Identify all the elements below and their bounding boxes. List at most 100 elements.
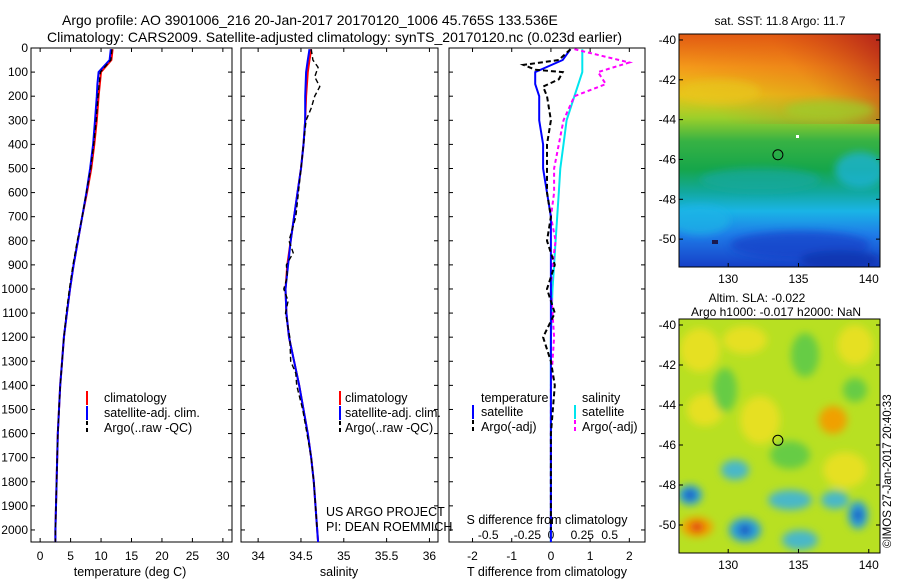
differences-xtick-label: 2 xyxy=(626,549,633,563)
temperature-xtick-label: 25 xyxy=(186,549,200,563)
difference-legend-temperature-title: temperature xyxy=(481,391,548,405)
temperature-ytick-label: 1100 xyxy=(2,306,28,320)
difference-x2label: S difference from climatology xyxy=(467,513,629,527)
temperature-ytick-label: 900 xyxy=(8,258,28,272)
temperature-ytick-label: 1000 xyxy=(1,282,28,296)
difference-legend: temperature salinity satellite Argo(-adj… xyxy=(472,391,638,434)
difference-legend-t-argo: Argo(-adj) xyxy=(481,420,537,434)
difference-x2tick-label: -0.25 xyxy=(514,528,542,542)
salinity-xtick-label: 34.5 xyxy=(289,549,313,563)
temperature-axis-group: 0100200300400500600700800900100011001200… xyxy=(1,41,232,563)
sst-map-ytick-label: -40 xyxy=(659,33,677,47)
sla-map-frame xyxy=(678,318,881,554)
temperature-ytick-label: 1900 xyxy=(1,499,28,513)
sla-map-ytick-label: -48 xyxy=(659,478,677,492)
temperature-xtick-label: 20 xyxy=(155,549,169,563)
salinity-xtick-label: 35.5 xyxy=(375,549,399,563)
difference-legend-s-satellite: satellite xyxy=(582,405,624,419)
temperature-ytick-label: 600 xyxy=(8,186,28,200)
sst-map-xtick-label: 130 xyxy=(718,272,738,286)
sst-map-xtick-label: 140 xyxy=(859,272,879,286)
sla-map-axes: -40 -42 -44 -46 -48 -50 130 135 140 xyxy=(659,318,880,572)
temperature-ytick-label: 1800 xyxy=(1,475,28,489)
temperature-series-argo-raw-qc- xyxy=(54,49,113,542)
temperature-xtick-label: 30 xyxy=(216,549,230,563)
temperature-ytick-label: 1200 xyxy=(1,330,28,344)
sla-profile-marker xyxy=(772,434,784,446)
differences-xtick-label: 1 xyxy=(587,549,594,563)
salinity-legend-argo: Argo(..raw -QC) xyxy=(345,421,433,435)
temperature-ytick-label: 300 xyxy=(8,113,28,127)
difference-legend-salinity-title: salinity xyxy=(582,391,621,405)
sla-map-xtick-label: 135 xyxy=(788,558,808,572)
difference-x2tick-label: 0.25 xyxy=(571,528,595,542)
temperature-legend: climatology satellite-adj. clim. Argo(..… xyxy=(86,391,200,435)
temperature-legend-satellite: satellite-adj. clim. xyxy=(104,406,200,420)
salinity-legend: climatology satellite-adj. clim. Argo(..… xyxy=(326,391,452,534)
salinity-axes xyxy=(240,47,439,543)
sst-map-frame xyxy=(678,33,881,268)
difference-legend-t-satellite: satellite xyxy=(481,405,523,419)
difference-axes xyxy=(448,47,646,543)
sla-map-xtick-label: 130 xyxy=(718,558,738,572)
temperature-ytick-label: 1500 xyxy=(1,402,28,416)
sst-profile-marker xyxy=(772,149,784,161)
profile-series xyxy=(54,48,634,543)
temperature-ytick-label: 1600 xyxy=(1,427,28,441)
temperature-ytick-label: 700 xyxy=(8,210,28,224)
sla-map-xtick-label: 140 xyxy=(859,558,879,572)
credit-text: ©IMOS 27-Jan-2017 20:40:33 xyxy=(882,394,894,548)
temperature-ytick-label: 400 xyxy=(8,137,28,151)
salinity-legend-satellite: satellite-adj. clim. xyxy=(345,406,441,420)
sst-map xyxy=(679,34,880,267)
temperature-legend-argo: Argo(..raw -QC) xyxy=(104,421,192,435)
salinity-legend-climatology: climatology xyxy=(345,391,408,405)
sla-map-ytick-label: -44 xyxy=(659,398,677,412)
temperature-xlabel: temperature (deg C) xyxy=(74,565,187,579)
project-annotation-line1: US ARGO PROJECT xyxy=(326,505,445,519)
sla-map-subtitle: Argo h1000: -0.017 h2000: NaN xyxy=(691,305,861,319)
temperature-xtick-label: 5 xyxy=(67,549,74,563)
difference-legend-s-argo: Argo(-adj) xyxy=(582,420,638,434)
temperature-ytick-label: 800 xyxy=(8,234,28,248)
figure-title-line1: Argo profile: AO 3901006_216 20-Jan-2017… xyxy=(62,12,558,28)
salinity-axis-group: 34 34.5 35 35.5 36 xyxy=(241,47,438,563)
sst-map-ytick-label: -42 xyxy=(659,73,677,87)
temperature-ytick-label: 1400 xyxy=(1,378,28,392)
sst-map-xtick-label: 135 xyxy=(788,272,808,286)
sla-map-ytick-label: -46 xyxy=(659,438,677,452)
temperature-ytick-label: 1300 xyxy=(1,354,28,368)
sst-map-axes: -40 -42 -44 -46 -48 -50 130 135 140 xyxy=(659,33,880,286)
temperature-ytick-label: 2000 xyxy=(1,523,28,537)
temperature-axes xyxy=(30,47,233,543)
temperature-legend-climatology: climatology xyxy=(104,391,167,405)
difference-x2tick-label: 0.5 xyxy=(601,528,618,542)
temperature-xtick-label: 10 xyxy=(94,549,108,563)
difference-series-salinity-argo-adj- xyxy=(549,48,634,530)
differences-xtick-label: -2 xyxy=(467,549,478,563)
sla-map xyxy=(679,319,880,553)
sst-map-ytick-label: -46 xyxy=(659,152,677,166)
temperature-ytick-label: 0 xyxy=(21,41,28,55)
sla-map-ytick-label: -40 xyxy=(659,318,677,332)
temperature-xtick-label: 15 xyxy=(125,549,139,563)
temperature-ytick-label: 500 xyxy=(8,161,28,175)
difference-series-temperature-argo-adj- xyxy=(519,48,572,530)
salinity-xlabel: salinity xyxy=(320,565,359,579)
difference-axis-group: -2 -1 0 1 2-0.5 -0.25 0 0.25 0.5 xyxy=(449,47,645,563)
temperature-ytick-label: 200 xyxy=(8,89,28,103)
temperature-ytick-label: 100 xyxy=(8,65,28,79)
project-annotation-line2: PI: DEAN ROEMMICH xyxy=(326,520,452,534)
differences-xtick-label: 0 xyxy=(548,549,555,563)
sst-map-ytick-label: -50 xyxy=(659,232,677,246)
salinity-series-argo-raw-qc- xyxy=(283,49,321,531)
temperature-xtick-label: 0 xyxy=(37,549,44,563)
salinity-xtick-label: 35 xyxy=(337,549,351,563)
sst-map-ytick-label: -48 xyxy=(659,192,677,206)
salinity-series-satellite-adj-clim- xyxy=(284,49,320,543)
sla-map-ytick-label: -42 xyxy=(659,358,677,372)
difference-x2tick-label: -0.5 xyxy=(478,528,499,542)
difference-xlabel: T difference from climatology xyxy=(467,565,628,579)
sst-map-ytick-label: -44 xyxy=(659,113,677,127)
